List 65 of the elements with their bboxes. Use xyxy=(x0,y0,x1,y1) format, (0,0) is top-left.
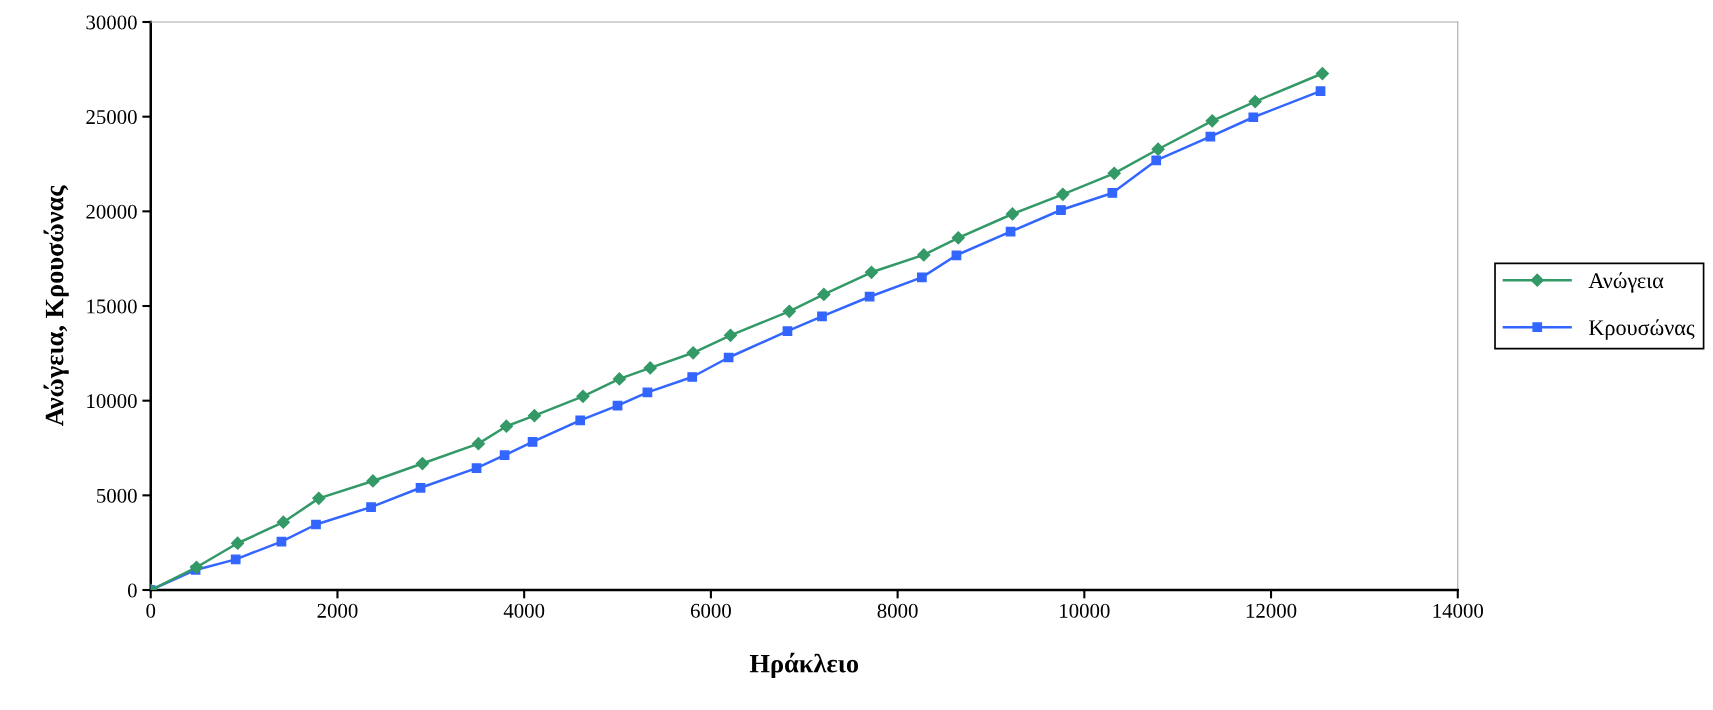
point xyxy=(311,519,321,530)
point xyxy=(612,372,626,386)
point xyxy=(471,463,482,473)
point xyxy=(1151,155,1162,166)
legend-label: Κρουσώνας xyxy=(1588,319,1695,340)
point xyxy=(917,272,927,283)
point xyxy=(1151,142,1165,156)
point xyxy=(782,304,796,318)
point xyxy=(1248,94,1262,109)
legend-label: Ανώγεια xyxy=(1588,272,1664,293)
point xyxy=(366,474,380,488)
point xyxy=(642,387,653,398)
point xyxy=(1315,86,1326,96)
x-tick-label: 14000 xyxy=(1433,603,1484,618)
point xyxy=(1056,187,1070,201)
point xyxy=(499,419,514,433)
point xyxy=(230,536,245,550)
point xyxy=(817,287,831,302)
point xyxy=(576,389,590,403)
x-tick-label: 10000 xyxy=(1060,603,1110,618)
point xyxy=(1107,166,1121,180)
point xyxy=(1205,114,1219,128)
point xyxy=(817,311,827,322)
point xyxy=(1056,205,1066,215)
point xyxy=(723,328,738,342)
point xyxy=(366,502,376,512)
point xyxy=(230,554,241,565)
x-tick-label: 12000 xyxy=(1246,603,1297,618)
point xyxy=(499,450,510,461)
point xyxy=(643,361,657,375)
y-tick-label: 10000 xyxy=(87,394,137,409)
y-tick-label: 5000 xyxy=(97,488,137,503)
point xyxy=(527,437,538,447)
point xyxy=(951,231,965,245)
point xyxy=(189,560,204,574)
point xyxy=(951,250,962,261)
point xyxy=(1315,66,1329,81)
y-axis-title: Ανώγεια, Κρουσώνας xyxy=(43,185,69,427)
x-tick-label: 6000 xyxy=(690,603,731,618)
y-tick-label: 20000 xyxy=(86,204,137,219)
point xyxy=(687,372,698,382)
point xyxy=(276,515,290,529)
x-tick-label: 2000 xyxy=(317,603,358,618)
point xyxy=(686,346,700,360)
point xyxy=(782,326,793,337)
x-axis-title: Ηράκλειο xyxy=(749,652,859,678)
point xyxy=(575,415,586,426)
point xyxy=(312,491,326,505)
point xyxy=(415,456,430,471)
x-tick-label: 0 xyxy=(146,603,156,618)
point xyxy=(1005,207,1020,221)
x-tick-label: 8000 xyxy=(877,603,918,618)
point xyxy=(1107,188,1118,198)
point xyxy=(1248,112,1259,123)
y-tick-label: 15000 xyxy=(87,299,137,314)
point xyxy=(527,409,542,423)
point xyxy=(415,482,426,493)
point xyxy=(917,248,931,262)
y-tick-label: 30000 xyxy=(86,15,137,30)
y-tick-label: 25000 xyxy=(86,110,137,125)
point xyxy=(471,437,486,451)
point xyxy=(864,291,875,302)
point xyxy=(864,265,879,279)
x-tick-label: 4000 xyxy=(503,603,545,618)
y-tick-label: 0 xyxy=(127,583,137,598)
